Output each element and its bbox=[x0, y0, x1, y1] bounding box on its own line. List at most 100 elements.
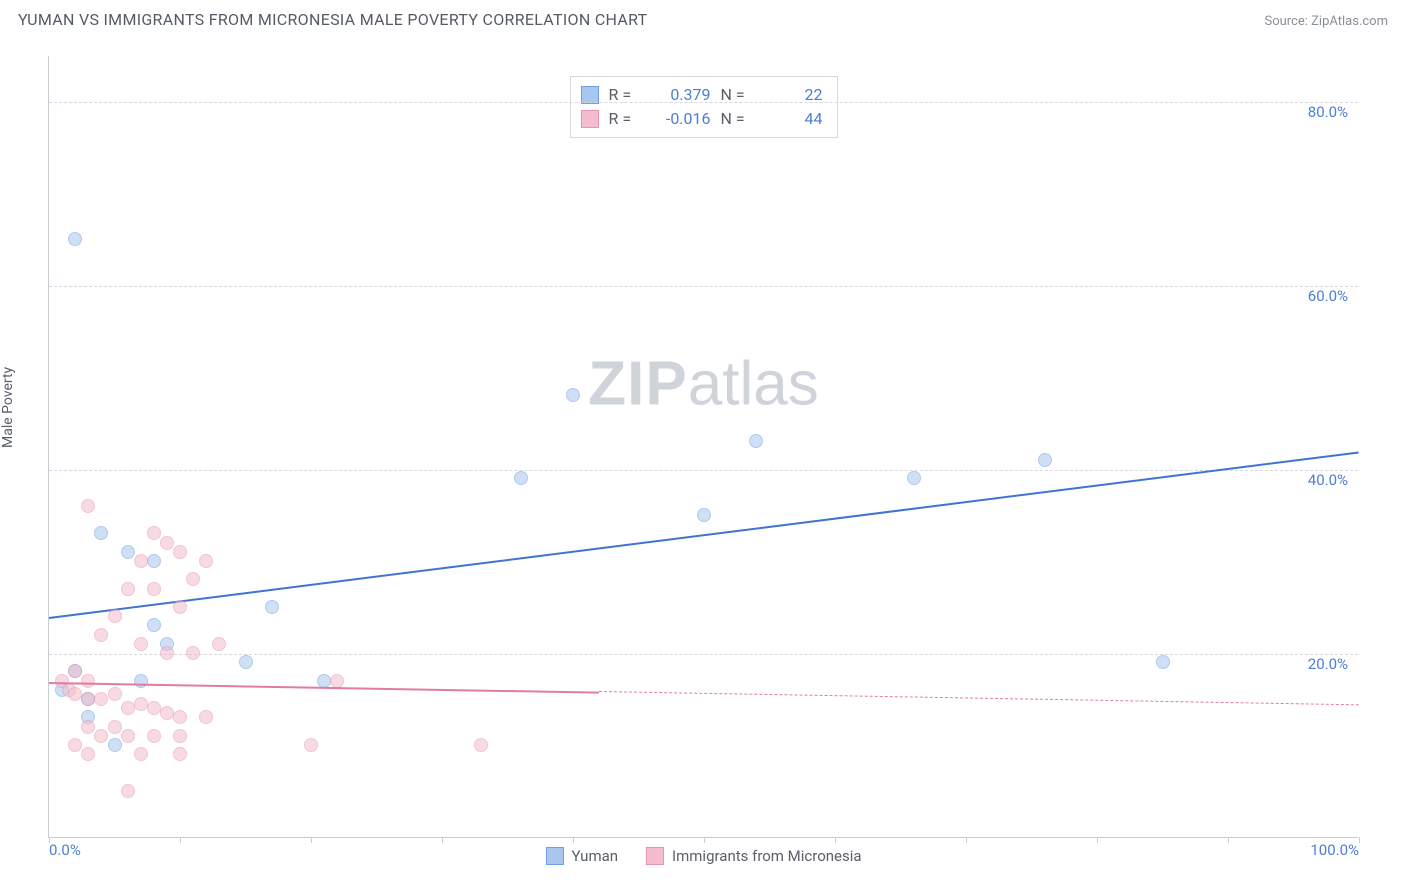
series-legend-label: Yuman bbox=[571, 847, 618, 865]
scatter-point bbox=[147, 729, 161, 743]
series-legend-item: Yuman bbox=[545, 847, 618, 865]
n-label: N = bbox=[721, 107, 753, 131]
gridline-h bbox=[49, 102, 1358, 103]
scatter-point bbox=[108, 687, 122, 701]
scatter-point bbox=[1038, 453, 1052, 467]
scatter-point bbox=[68, 664, 82, 678]
scatter-point bbox=[108, 720, 122, 734]
legend-swatch bbox=[646, 847, 664, 865]
scatter-point bbox=[94, 729, 108, 743]
scatter-point bbox=[121, 729, 135, 743]
y-tick-label: 40.0% bbox=[1308, 471, 1348, 489]
scatter-point bbox=[212, 637, 226, 651]
series-legend-item: Immigrants from Micronesia bbox=[646, 847, 862, 865]
r-value: 0.379 bbox=[651, 83, 711, 107]
scatter-point bbox=[566, 388, 580, 402]
chart-header: YUMAN VS IMMIGRANTS FROM MICRONESIA MALE… bbox=[0, 0, 1406, 35]
legend-swatch bbox=[545, 847, 563, 865]
scatter-point bbox=[265, 600, 279, 614]
n-value: 44 bbox=[763, 107, 823, 131]
scatter-point bbox=[108, 738, 122, 752]
n-value: 22 bbox=[763, 83, 823, 107]
y-tick-label: 60.0% bbox=[1308, 287, 1348, 305]
x-tick-mark bbox=[180, 837, 181, 843]
scatter-point bbox=[160, 706, 174, 720]
scatter-point bbox=[317, 674, 331, 688]
chart-area: Male Poverty ZIPatlas R = 0.379 N = 22 R = -0… bbox=[0, 38, 1406, 858]
scatter-point bbox=[121, 701, 135, 715]
x-tick-label: 100.0% bbox=[1310, 841, 1359, 859]
series-legend: Yuman Immigrants from Micronesia bbox=[545, 847, 861, 865]
scatter-point bbox=[199, 554, 213, 568]
x-tick-mark bbox=[573, 837, 574, 843]
scatter-point bbox=[173, 729, 187, 743]
x-tick-mark bbox=[704, 837, 705, 843]
scatter-point bbox=[173, 710, 187, 724]
chart-title: YUMAN VS IMMIGRANTS FROM MICRONESIA MALE… bbox=[18, 10, 648, 29]
gridline-h bbox=[49, 286, 1358, 287]
y-tick-label: 80.0% bbox=[1308, 103, 1348, 121]
scatter-point bbox=[514, 471, 528, 485]
scatter-point bbox=[147, 701, 161, 715]
r-label: R = bbox=[609, 107, 641, 131]
scatter-point bbox=[239, 655, 253, 669]
x-tick-mark bbox=[1097, 837, 1098, 843]
scatter-point bbox=[134, 747, 148, 761]
scatter-point bbox=[121, 784, 135, 798]
x-tick-mark bbox=[835, 837, 836, 843]
gridline-h bbox=[49, 470, 1358, 471]
scatter-point bbox=[199, 710, 213, 724]
x-tick-mark bbox=[966, 837, 967, 843]
correlation-legend-row: R = -0.016 N = 44 bbox=[581, 107, 823, 131]
scatter-point bbox=[330, 674, 344, 688]
scatter-point bbox=[160, 536, 174, 550]
scatter-point bbox=[474, 738, 488, 752]
scatter-point bbox=[81, 747, 95, 761]
scatter-point bbox=[304, 738, 318, 752]
scatter-point bbox=[173, 747, 187, 761]
scatter-point bbox=[186, 646, 200, 660]
scatter-point bbox=[68, 687, 82, 701]
scatter-point bbox=[147, 526, 161, 540]
scatter-point bbox=[68, 232, 82, 246]
scatter-point bbox=[68, 738, 82, 752]
plot-area: ZIPatlas R =0.379N =22R =-0.016N =44 Yum… bbox=[48, 56, 1358, 838]
scatter-point bbox=[81, 674, 95, 688]
scatter-point bbox=[173, 545, 187, 559]
scatter-point bbox=[134, 554, 148, 568]
correlation-legend-row: R = 0.379 N = 22 bbox=[581, 83, 823, 107]
scatter-point bbox=[94, 692, 108, 706]
scatter-point bbox=[121, 545, 135, 559]
scatter-point bbox=[907, 471, 921, 485]
chart-source: Source: ZipAtlas.com bbox=[1264, 14, 1388, 29]
y-tick-label: 20.0% bbox=[1308, 655, 1348, 673]
scatter-point bbox=[173, 600, 187, 614]
trend-line bbox=[49, 452, 1359, 620]
scatter-point bbox=[697, 508, 711, 522]
correlation-legend: R = 0.379 N = 22 R = -0.016 N = 44 bbox=[570, 76, 838, 138]
scatter-point bbox=[186, 572, 200, 586]
scatter-point bbox=[121, 582, 135, 596]
scatter-point bbox=[81, 692, 95, 706]
scatter-point bbox=[147, 554, 161, 568]
scatter-point bbox=[147, 582, 161, 596]
scatter-point bbox=[81, 499, 95, 513]
r-label: R = bbox=[609, 83, 641, 107]
scatter-point bbox=[134, 637, 148, 651]
scatter-point bbox=[94, 526, 108, 540]
x-tick-mark bbox=[311, 837, 312, 843]
legend-swatch bbox=[581, 110, 599, 128]
scatter-point bbox=[94, 628, 108, 642]
r-value: -0.016 bbox=[651, 107, 711, 131]
scatter-point bbox=[160, 646, 174, 660]
x-tick-mark bbox=[1228, 837, 1229, 843]
scatter-point bbox=[81, 720, 95, 734]
scatter-point bbox=[134, 697, 148, 711]
n-label: N = bbox=[721, 83, 753, 107]
scatter-point bbox=[108, 609, 122, 623]
scatter-point bbox=[1156, 655, 1170, 669]
watermark: ZIPatlas bbox=[588, 349, 818, 420]
series-legend-label: Immigrants from Micronesia bbox=[672, 847, 862, 865]
y-axis-label: Male Poverty bbox=[0, 367, 16, 448]
trend-line bbox=[599, 691, 1359, 705]
